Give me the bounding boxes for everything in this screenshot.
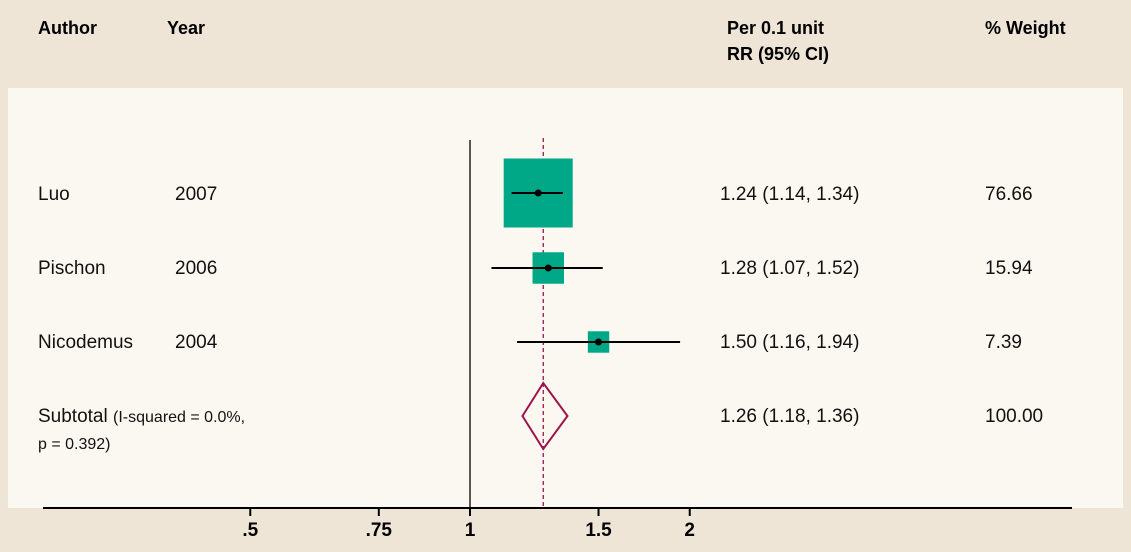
x-tick-label: 1: [464, 520, 476, 541]
x-tick-label: 1.5: [585, 520, 612, 541]
author-header: Author: [38, 18, 97, 38]
study-ci: 1.24 (1.14, 1.34): [720, 184, 860, 205]
year-header: Year: [167, 18, 206, 38]
study-weight: 7.39: [985, 332, 1022, 353]
study-weight: 15.94: [985, 258, 1033, 279]
study-ci: 1.28 (1.07, 1.52): [720, 258, 860, 279]
weight-header: % Weight: [985, 18, 1066, 38]
study-author: Luo: [38, 184, 70, 205]
x-tick-label: .75: [365, 520, 393, 541]
point-estimate: [534, 189, 542, 197]
effect-header-line2: RR (95% CI): [727, 44, 830, 64]
effect-header-line1: Per 0.1 unit: [727, 18, 825, 38]
subtotal-weight: 100.00: [985, 406, 1044, 427]
study-author: Pischon: [38, 258, 106, 279]
study-year: 2007: [175, 184, 218, 205]
x-tick-label: .5: [242, 520, 259, 541]
subtotal-label: Subtotal (I-squared = 0.0%,: [38, 405, 245, 430]
point-estimate: [595, 338, 603, 346]
subtotal-heterogeneity: (I-squared = 0.0%,: [113, 409, 246, 426]
subtotal-pvalue: p = 0.392): [38, 436, 111, 453]
study-weight: 76.66: [985, 184, 1033, 205]
x-tick-label: 2: [684, 520, 696, 541]
subtotal-title: Subtotal: [38, 406, 108, 427]
subtotal-ci: 1.26 (1.18, 1.36): [720, 406, 860, 427]
pooled-diamond: [521, 381, 569, 451]
study-author: Nicodemus: [38, 332, 134, 353]
plot-panel: [8, 88, 1123, 508]
point-estimate: [544, 264, 552, 272]
study-year: 2004: [175, 332, 218, 353]
study-ci: 1.50 (1.16, 1.94): [720, 332, 860, 353]
study-year: 2006: [175, 258, 218, 279]
